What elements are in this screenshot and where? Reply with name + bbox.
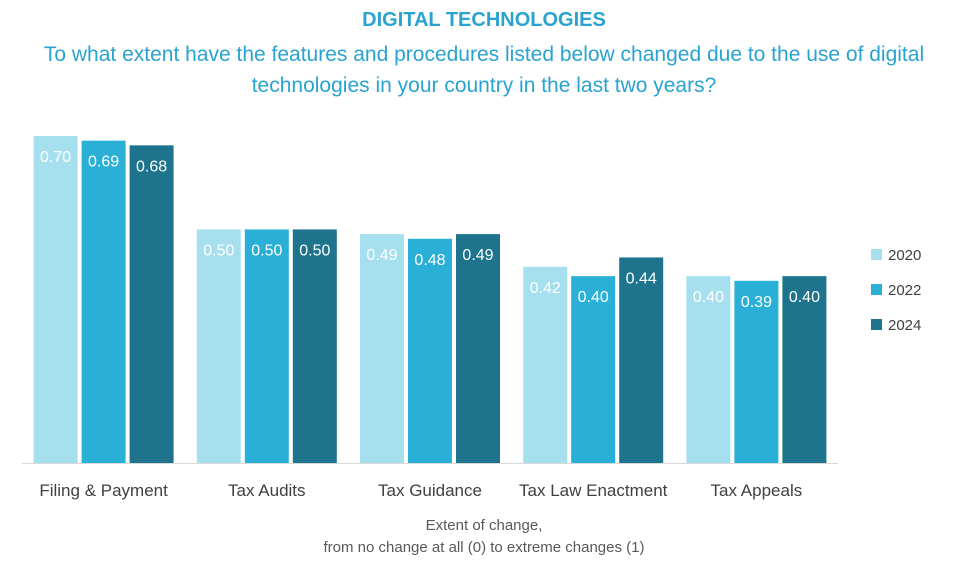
bar-2024 <box>619 257 664 463</box>
legend-swatch-2022 <box>871 284 882 295</box>
chart-title: DIGITAL TECHNOLOGIES <box>362 9 606 31</box>
data-label: 0.50 <box>203 242 234 259</box>
data-label: 0.39 <box>741 294 772 311</box>
data-label: 0.70 <box>40 149 71 166</box>
data-label: 0.68 <box>136 158 167 175</box>
category-label: Tax Appeals <box>711 481 803 500</box>
legend-label: 2024 <box>888 317 921 334</box>
legend-swatch-2024 <box>871 319 882 330</box>
bar-2022 <box>244 229 289 463</box>
data-label: 0.48 <box>414 252 445 269</box>
bar-2020 <box>523 266 568 463</box>
bar-2022 <box>734 280 779 463</box>
bar-2020 <box>196 229 241 463</box>
bar-2022 <box>408 238 452 463</box>
bar-2024 <box>292 229 337 463</box>
bar-2024 <box>456 234 500 463</box>
x-axis-title-line2: from no change at all (0) to extreme cha… <box>323 539 645 556</box>
data-label: 0.42 <box>530 280 561 297</box>
bar-2022 <box>571 276 616 463</box>
data-label: 0.50 <box>251 242 282 259</box>
data-label: 0.49 <box>366 247 397 264</box>
category-label: Tax Law Enactment <box>519 481 668 500</box>
legend-label: 2022 <box>888 282 921 299</box>
bar-2024 <box>129 145 174 464</box>
data-label: 0.69 <box>88 154 119 171</box>
data-label: 0.49 <box>462 247 493 264</box>
data-label: 0.40 <box>578 289 609 306</box>
legend-label: 2020 <box>888 247 921 264</box>
data-label: 0.50 <box>299 242 330 259</box>
data-label: 0.40 <box>789 289 820 306</box>
x-axis-title: Extent of change, from no change at all … <box>0 515 968 559</box>
bar-2022 <box>81 140 126 463</box>
bar-2020 <box>33 136 78 463</box>
category-label: Tax Audits <box>228 481 306 500</box>
bar-2024 <box>782 276 827 463</box>
category-label: Tax Guidance <box>378 481 482 500</box>
bar-2020 <box>686 276 731 463</box>
legend-swatch-2020 <box>871 249 882 260</box>
chart-subtitle: To what extent have the features and pro… <box>43 43 925 97</box>
bar-2020 <box>360 234 404 463</box>
x-axis-title-line1: Extent of change, <box>425 517 543 534</box>
data-label: 0.44 <box>626 270 657 287</box>
category-label: Filing & Payment <box>39 481 168 500</box>
data-label: 0.40 <box>693 289 724 306</box>
